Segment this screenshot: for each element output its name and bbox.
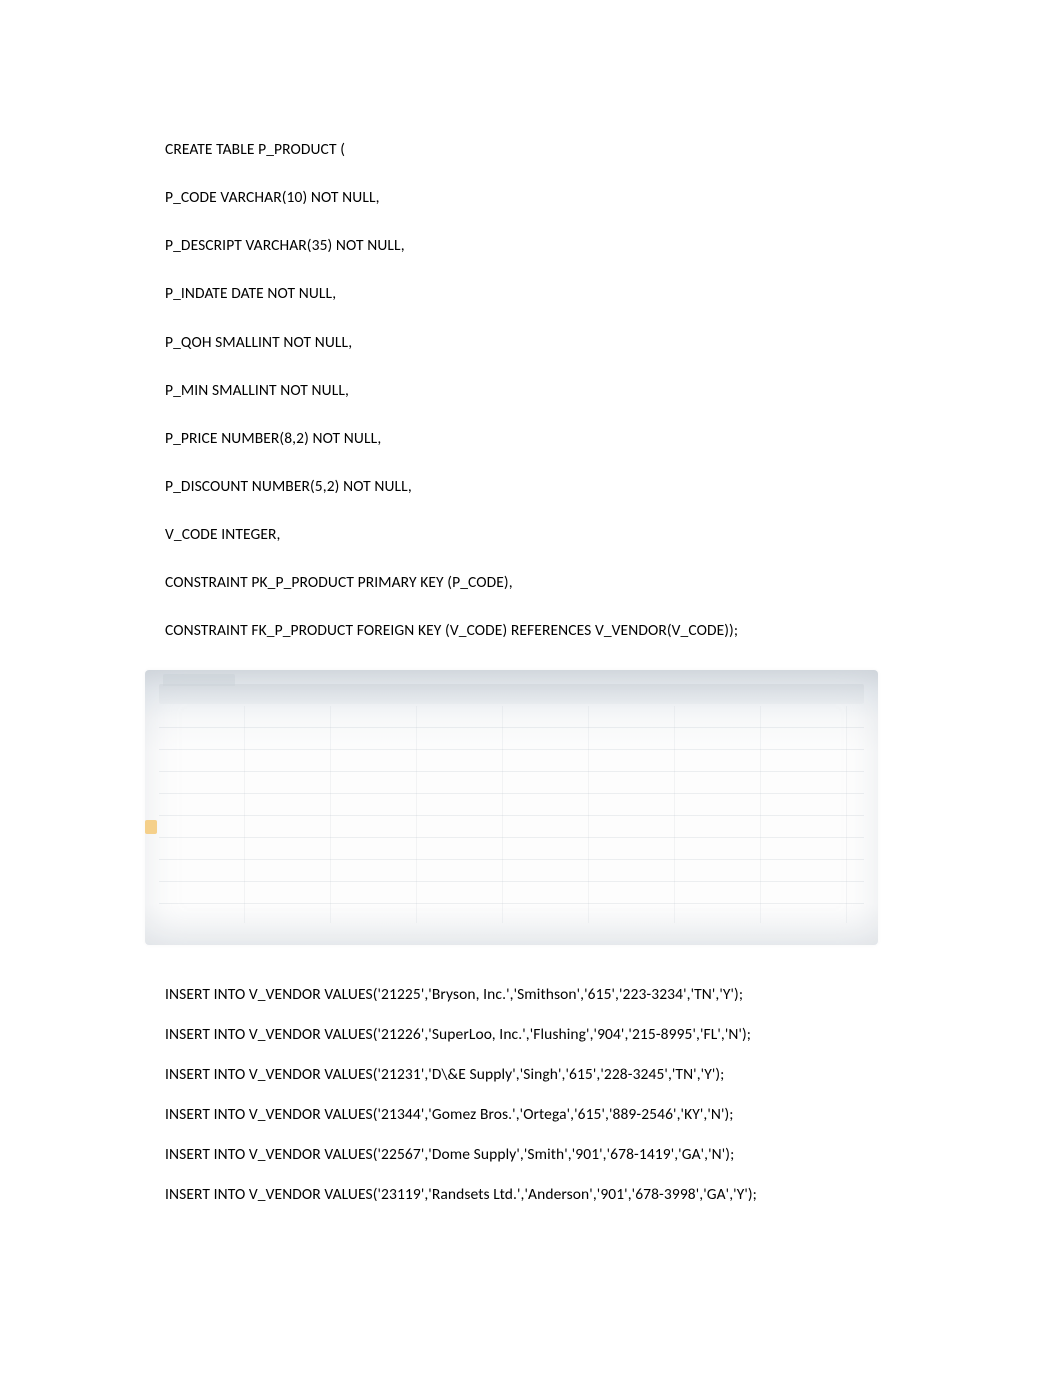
insert-statements-block: INSERT INTO V_VENDOR VALUES('21225','Bry… bbox=[165, 985, 897, 1206]
sql-line: INSERT INTO V_VENDOR VALUES('21344','Gom… bbox=[165, 1105, 897, 1125]
sql-line: P_PRICE NUMBER(8,2) NOT NULL, bbox=[165, 429, 897, 449]
sql-line: CONSTRAINT FK_P_PRODUCT FOREIGN KEY (V_C… bbox=[165, 621, 897, 641]
sql-line: INSERT INTO V_VENDOR VALUES('21225','Bry… bbox=[165, 985, 897, 1005]
create-table-block: CREATE TABLE P_PRODUCT ( P_CODE VARCHAR(… bbox=[165, 140, 897, 642]
sql-line: P_DESCRIPT VARCHAR(35) NOT NULL, bbox=[165, 236, 897, 256]
sql-line: INSERT INTO V_VENDOR VALUES('23119','Ran… bbox=[165, 1185, 897, 1205]
sql-line: P_QOH SMALLINT NOT NULL, bbox=[165, 333, 897, 353]
sql-line: P_INDATE DATE NOT NULL, bbox=[165, 284, 897, 304]
sql-line: P_DISCOUNT NUMBER(5,2) NOT NULL, bbox=[165, 477, 897, 497]
sql-line: INSERT INTO V_VENDOR VALUES('22567','Dom… bbox=[165, 1145, 897, 1165]
sql-line: INSERT INTO V_VENDOR VALUES('21231','D\&… bbox=[165, 1065, 897, 1085]
sql-line: V_CODE INTEGER, bbox=[165, 525, 897, 545]
sql-line: INSERT INTO V_VENDOR VALUES('21226','Sup… bbox=[165, 1025, 897, 1045]
sql-line: P_CODE VARCHAR(10) NOT NULL, bbox=[165, 188, 897, 208]
blurred-table-image bbox=[145, 670, 878, 945]
sql-line: CREATE TABLE P_PRODUCT ( bbox=[165, 140, 897, 160]
sql-line: CONSTRAINT PK_P_PRODUCT PRIMARY KEY (P_C… bbox=[165, 573, 897, 593]
sql-line: P_MIN SMALLINT NOT NULL, bbox=[165, 381, 897, 401]
